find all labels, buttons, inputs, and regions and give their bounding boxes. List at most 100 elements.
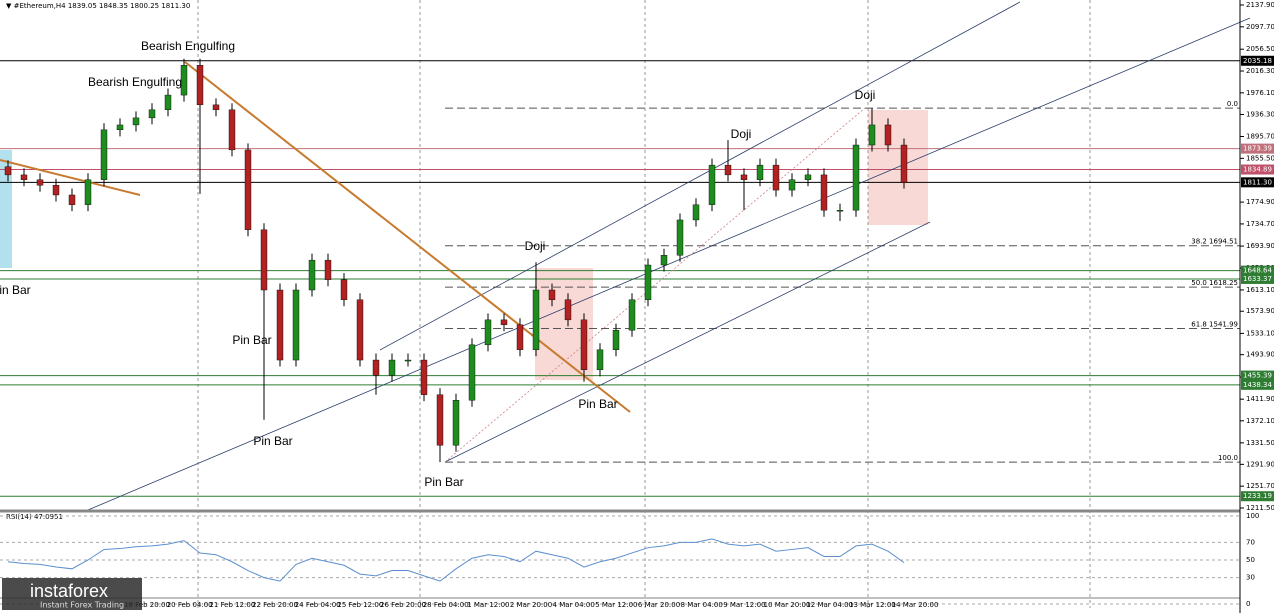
- candle-body: [500, 319, 508, 325]
- candle-body: [900, 144, 908, 183]
- y-tick-label: 2137.90: [1246, 1, 1274, 9]
- annotation: Bearish Engulfing: [141, 39, 235, 53]
- candle-body: [756, 164, 764, 180]
- level-box: [1241, 273, 1274, 284]
- y-tick-label: 2056.50: [1246, 45, 1274, 53]
- candle-body: [724, 164, 732, 176]
- x-tick-label: 26 Feb 20:00: [380, 601, 426, 609]
- candle-body: [484, 319, 492, 346]
- candle-body: [660, 255, 668, 266]
- level-box: [1241, 379, 1274, 390]
- y-tick-label: 1936.30: [1246, 110, 1274, 118]
- x-tick-label: 28 Feb 04:00: [423, 601, 469, 609]
- v-grid: [197, 0, 1091, 608]
- rsi-tick-label: 100: [1246, 512, 1259, 520]
- fib-label: 50.0 1618.25: [1191, 279, 1238, 287]
- candle-body: [4, 166, 12, 176]
- annotation: Pin Bar: [253, 434, 292, 448]
- candle-body: [468, 344, 476, 401]
- fib-label: 38.2 1694.51: [1191, 238, 1238, 246]
- y-tick-label: 1573.90: [1246, 307, 1274, 315]
- fib-label: 0.0: [1227, 100, 1238, 108]
- y-tick-label: 1693.90: [1246, 242, 1274, 250]
- annotation: Doji: [525, 239, 546, 253]
- candle-body: [180, 65, 188, 96]
- y-tick-label: 1493.90: [1246, 351, 1274, 359]
- watermark-sub: Instant Forex Trading: [40, 601, 124, 610]
- x-tick-label: 20 Feb 04:00: [167, 601, 213, 609]
- annotation: Pin Bar: [424, 475, 463, 489]
- annotation: Doji: [855, 88, 876, 102]
- candle-body: [164, 94, 172, 110]
- x-tick-label: 14 Mar 20:00: [892, 601, 939, 609]
- candle-body: [852, 144, 860, 211]
- annotation: in Bar: [0, 283, 31, 297]
- x-tick-label: 1 Mar 12:00: [467, 601, 509, 609]
- level-label: 1455.39: [1243, 372, 1272, 380]
- rsi-line: [7, 538, 905, 582]
- candle-body: [372, 359, 380, 376]
- candle-body: [292, 289, 300, 361]
- candle-body: [308, 259, 316, 291]
- annotation: Pin Bar: [578, 397, 617, 411]
- rsi-tick-label: 0: [1246, 600, 1250, 608]
- candle-body: [260, 229, 268, 291]
- x-tick-label: 10 Mar 20:00: [764, 601, 811, 609]
- candle-body: [244, 149, 252, 230]
- fib-label: 100.0: [1218, 454, 1238, 462]
- candle-body: [212, 104, 220, 110]
- candle-body: [820, 174, 828, 211]
- candle-body: [532, 289, 540, 350]
- level-box: [1241, 265, 1274, 276]
- candle-body: [564, 299, 572, 321]
- y-tick-label: 2016.30: [1246, 67, 1274, 75]
- level-box: [1241, 164, 1274, 175]
- level-label: 1873.39: [1243, 145, 1272, 153]
- y-tick-label: 1251.70: [1246, 482, 1274, 490]
- candle-body: [772, 164, 780, 191]
- candle-body: [452, 400, 460, 446]
- x-tick-label: 9 Mar 12:00: [723, 601, 765, 609]
- fib-label: 61.8 1541.99: [1191, 321, 1238, 329]
- candle-body: [52, 185, 60, 196]
- level-box: [1241, 177, 1274, 188]
- candle-body: [884, 124, 892, 146]
- candle-body: [628, 299, 636, 331]
- candle-body: [420, 359, 428, 395]
- candle-body: [676, 219, 684, 256]
- candle-body: [100, 129, 108, 180]
- candle-body: [708, 164, 716, 205]
- y-tick-label: 1411.90: [1246, 395, 1274, 403]
- x-tick-label: 25 Feb 12:00: [337, 601, 383, 609]
- candle-body: [148, 109, 156, 119]
- candle-body: [68, 194, 76, 205]
- candle-body: [436, 394, 444, 446]
- chart-title: ▼ #Ethereum,H4 1839.05 1848.35 1800.25 1…: [6, 2, 190, 10]
- y-tick-label: 1855.50: [1246, 154, 1274, 162]
- y-tick-label: 2097.70: [1246, 23, 1274, 31]
- rsi-tick-label: 70: [1246, 538, 1255, 546]
- candle-body: [580, 319, 588, 371]
- candle-body: [740, 174, 748, 180]
- level-label: 1233.19: [1243, 492, 1272, 500]
- level-label: 1633.37: [1243, 275, 1272, 283]
- x-tick-label: 18 Feb 20:00: [124, 601, 170, 609]
- candle-body: [868, 124, 876, 146]
- candle-body: [548, 289, 556, 300]
- x-tick-label: 5 Mar 12:00: [595, 601, 637, 609]
- y-tick-label: 1211.50: [1246, 504, 1274, 512]
- y-tick-label: 1372.10: [1246, 417, 1274, 425]
- x-tick-label: 24 Feb 04:00: [295, 601, 341, 609]
- y-tick-label: 1976.10: [1246, 89, 1274, 97]
- watermark: instaforex: [30, 581, 108, 601]
- candle-body: [612, 329, 620, 350]
- candle-body: [356, 299, 364, 361]
- rsi-title: RSI(14) 47.0951: [6, 513, 63, 521]
- candle-body: [84, 179, 92, 205]
- x-tick-label: 4 Mar 04:00: [553, 601, 595, 609]
- level-label: 1648.64: [1243, 267, 1272, 275]
- candle-body: [20, 174, 28, 180]
- y-tick-label: 1291.90: [1246, 460, 1274, 468]
- x-tick-label: 22 Feb 20:00: [252, 601, 298, 609]
